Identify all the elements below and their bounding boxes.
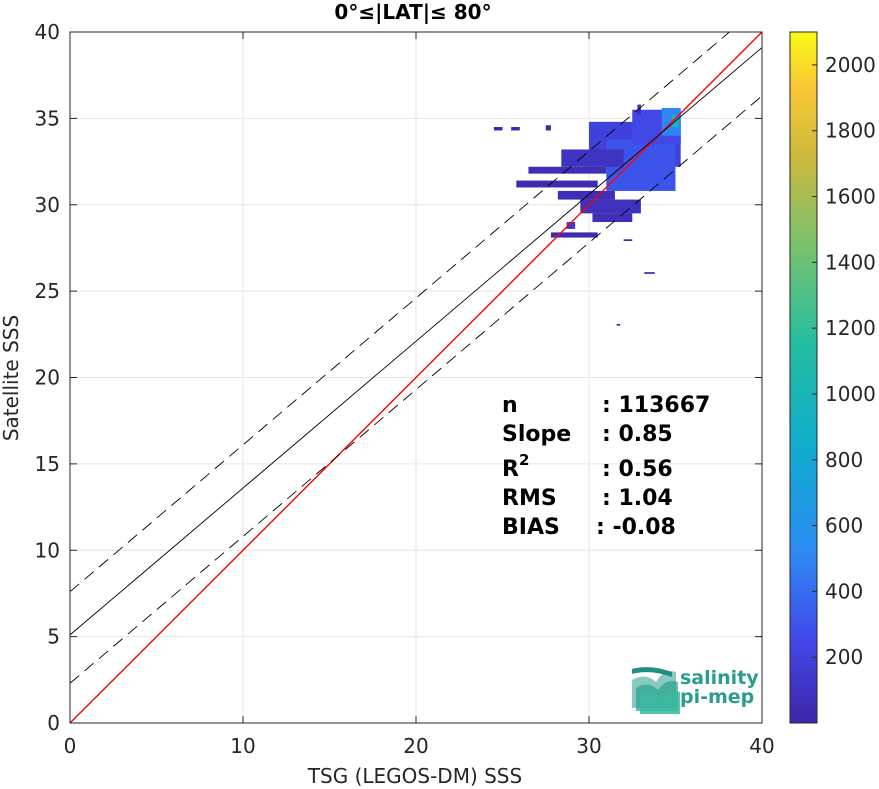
density-cell <box>545 125 551 131</box>
density-cell <box>561 149 624 167</box>
stat-bias-value: : -0.08 <box>596 515 676 540</box>
stat-rms-label: RMS <box>502 486 557 511</box>
density-cell <box>580 199 641 214</box>
density-cell <box>493 127 503 131</box>
x-tick-label: 30 <box>576 734 601 758</box>
density-cell <box>566 222 576 229</box>
stat-n-value: : 113667 <box>602 393 710 418</box>
colorbar-tick-label: 1200 <box>825 316 876 340</box>
chart-title: 0°≤|LAT|≤ 80° <box>334 0 491 24</box>
colorbar-ticks: 200 400 600 800 1000 1200 1400 1600 1800 2000 <box>812 53 876 669</box>
x-tick-label: 10 <box>230 734 255 758</box>
density-cell <box>644 272 655 274</box>
density-cell <box>511 127 520 131</box>
colorbar-tick-label: 1600 <box>825 185 876 209</box>
density-cell <box>557 190 615 200</box>
density-cell <box>528 166 607 174</box>
colorbar <box>789 31 818 724</box>
colorbar-tick-label: 1000 <box>825 382 876 406</box>
colorbar-tick-label: 600 <box>825 514 863 538</box>
y-tick-label: 5 <box>47 625 60 649</box>
stat-rms-value: : 1.04 <box>602 486 673 511</box>
x-tick-label: 20 <box>403 734 428 758</box>
x-axis-label: TSG (LEGOS-DM) SSS <box>307 764 522 788</box>
density-cells <box>493 104 681 326</box>
density-cell <box>516 180 598 188</box>
density-cell <box>616 323 621 326</box>
fit-lines <box>70 32 762 723</box>
stats-annotation: n : 113667 Slope : 0.85 R2 : 0.56 RMS : … <box>502 393 710 540</box>
density-cell <box>637 104 641 115</box>
y-tick-label: 40 <box>35 20 60 44</box>
y-tick-label: 30 <box>35 193 60 217</box>
colorbar-tick-label: 800 <box>825 448 863 472</box>
stat-bias-label: BIAS <box>502 515 560 540</box>
stat-r2-sup: 2 <box>519 451 529 469</box>
stat-n-label: n <box>502 393 518 418</box>
y-tick-label: 35 <box>35 106 60 130</box>
stat-r2-base: R <box>502 457 519 482</box>
fit-line <box>70 32 762 723</box>
logo-text-pi-mep: pi-mep <box>680 686 754 708</box>
colorbar-tick-label: 1400 <box>825 250 876 274</box>
x-tick-label: 0 <box>64 734 77 758</box>
stat-r2-label: R2 <box>502 451 529 482</box>
x-tick-label: 40 <box>749 734 774 758</box>
stat-r2-value: : 0.56 <box>602 457 673 482</box>
stat-slope-label: Slope <box>502 422 571 447</box>
colorbar-tick-label: 400 <box>825 579 863 603</box>
y-tick-label: 0 <box>47 711 60 735</box>
density-cell <box>623 239 633 242</box>
y-axis-ticks: 0 5 10 15 20 25 30 35 40 <box>35 20 762 735</box>
colorbar-tick-label: 200 <box>825 645 863 669</box>
logo-emblem-icon <box>632 667 680 714</box>
y-tick-label: 10 <box>35 538 60 562</box>
y-tick-label: 20 <box>35 366 60 390</box>
colorbar-tick-label: 1800 <box>825 119 876 143</box>
density-cell <box>550 232 598 238</box>
fit-line <box>70 47 762 636</box>
y-tick-label: 15 <box>35 452 60 476</box>
density-cell <box>592 213 633 223</box>
colorbar-tick-label: 2000 <box>825 53 876 77</box>
y-axis-label: Satellite SSS <box>0 315 23 441</box>
x-axis-ticks: 0 10 20 30 40 <box>64 32 775 758</box>
y-tick-label: 25 <box>35 279 60 303</box>
stat-slope-value: : 0.85 <box>602 422 673 447</box>
logo-text-salinity: salinity <box>680 667 759 689</box>
salinity-pi-mep-logo: salinity pi-mep <box>632 667 759 714</box>
